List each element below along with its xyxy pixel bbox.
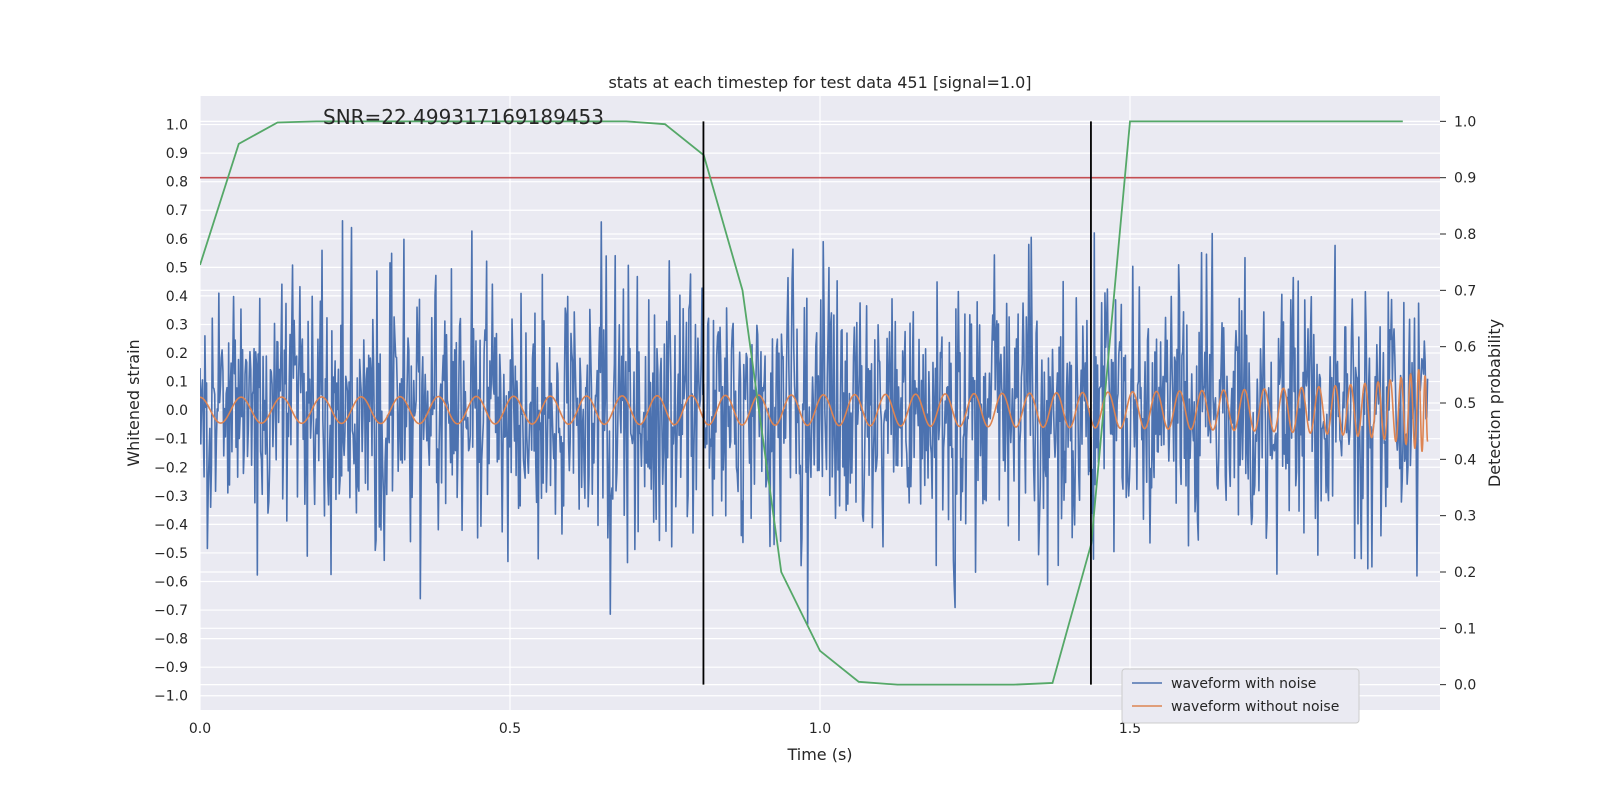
y-tick-label: 0.7 xyxy=(166,203,188,219)
y2-tick-label: 0.8 xyxy=(1454,227,1476,243)
y2-tick-label: 0.9 xyxy=(1454,171,1476,187)
series-detection-probability xyxy=(200,120,1403,686)
y2-tick-labels: 1.0 0.9 0.8 0.7 0.6 0.5 0.4 0.3 0.2 0.1 0.0 xyxy=(1440,114,1476,694)
y-tick-label: −1.0 xyxy=(154,689,188,705)
y2-tick-label: 0.0 xyxy=(1454,678,1476,694)
series-waveform-with-noise xyxy=(200,219,1429,625)
y-tick-label: −0.5 xyxy=(154,546,188,562)
y-tick-label: −0.1 xyxy=(154,432,188,448)
legend: waveform with noise waveform without noi… xyxy=(1121,668,1360,724)
y-tick-labels: 1.0 0.9 0.8 0.7 0.6 0.5 0.4 0.3 0.2 0.1 0.0 −0.1 −0.… xyxy=(154,118,188,705)
series-waveform-without-noise xyxy=(200,369,1429,452)
y2-tick-label: 0.5 xyxy=(1454,396,1476,412)
snr-annotation: SNR=22.499317169189453 xyxy=(323,105,604,129)
x-tick-label: 1.0 xyxy=(809,721,831,737)
y-tick-label: 0.1 xyxy=(166,375,188,391)
y2-axis-label: Detection probability xyxy=(1485,319,1504,487)
y-tick-label: −0.6 xyxy=(154,574,188,590)
x-tick-labels: 0.0 0.5 1.0 1.5 xyxy=(189,721,1141,737)
y-tick-label: 0.8 xyxy=(166,175,188,191)
y2-tick-label: 0.6 xyxy=(1454,340,1476,356)
series-layer xyxy=(200,219,1429,625)
y-tick-label: 0.2 xyxy=(166,346,188,362)
y-tick-label: −0.4 xyxy=(154,517,188,533)
y-tick-label: 0.6 xyxy=(166,232,188,248)
y-tick-label: 0.3 xyxy=(166,317,188,333)
y-tick-label: −0.3 xyxy=(154,489,188,505)
x-tick-label: 0.5 xyxy=(499,721,521,737)
y-tick-label: −0.2 xyxy=(154,460,188,476)
y-tick-label: −0.7 xyxy=(154,603,188,619)
x-tick-label: 0.0 xyxy=(189,721,211,737)
y2-tick-label: 0.3 xyxy=(1454,509,1476,525)
y-tick-label: 0.0 xyxy=(166,403,188,419)
y-tick-label: 0.5 xyxy=(166,260,188,276)
overlay-layer xyxy=(200,120,1440,686)
y-tick-label: −0.9 xyxy=(154,660,188,676)
y-tick-label: 1.0 xyxy=(166,118,188,134)
x-axis-label: Time (s) xyxy=(786,745,852,764)
legend-label-clean: waveform without noise xyxy=(1171,699,1339,715)
chart-title: stats at each timestep for test data 451… xyxy=(608,73,1031,92)
legend-label-noise: waveform with noise xyxy=(1171,676,1316,692)
y2-tick-label: 0.2 xyxy=(1454,565,1476,581)
y-tick-label: 0.4 xyxy=(166,289,188,305)
y2-tick-label: 1.0 xyxy=(1454,114,1476,130)
y2-tick-label: 0.1 xyxy=(1454,621,1476,637)
y2-tick-label: 0.4 xyxy=(1454,452,1476,468)
y-axis-label: Whitened strain xyxy=(124,339,143,466)
x-tick-label: 1.5 xyxy=(1119,721,1141,737)
y-tick-label: −0.8 xyxy=(154,632,188,648)
legend-box xyxy=(1121,668,1360,724)
y2-tick-label: 0.7 xyxy=(1454,283,1476,299)
y-tick-label: 0.9 xyxy=(166,146,188,162)
